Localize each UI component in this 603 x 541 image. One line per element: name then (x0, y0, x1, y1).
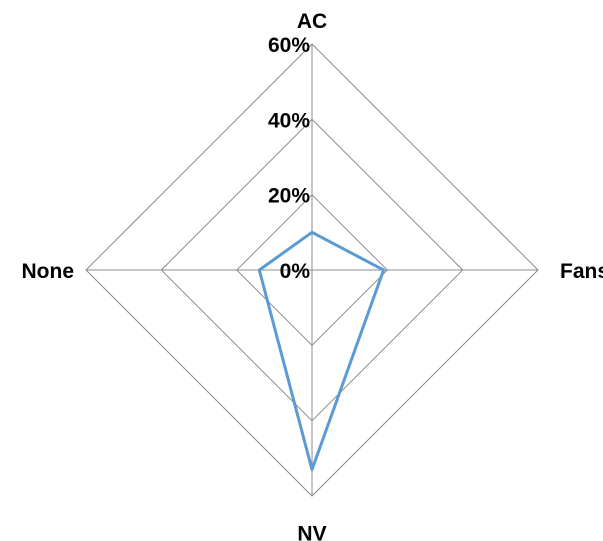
tick-label-0: 0% (280, 260, 311, 283)
series-line-0 (257, 230, 386, 472)
category-label-ac: AC (297, 10, 327, 33)
category-label-nv: NV (297, 522, 326, 541)
radar-grid (85, 43, 539, 497)
radar-labels: AC Fans NV None 0% 20% 40% 60% (22, 10, 603, 541)
tick-label-2: 40% (268, 109, 310, 132)
radar-series (257, 230, 386, 472)
category-label-none: None (22, 260, 75, 283)
category-label-fans: Fans (560, 260, 603, 283)
tick-label-3: 60% (268, 34, 310, 57)
tick-label-1: 20% (268, 185, 310, 208)
